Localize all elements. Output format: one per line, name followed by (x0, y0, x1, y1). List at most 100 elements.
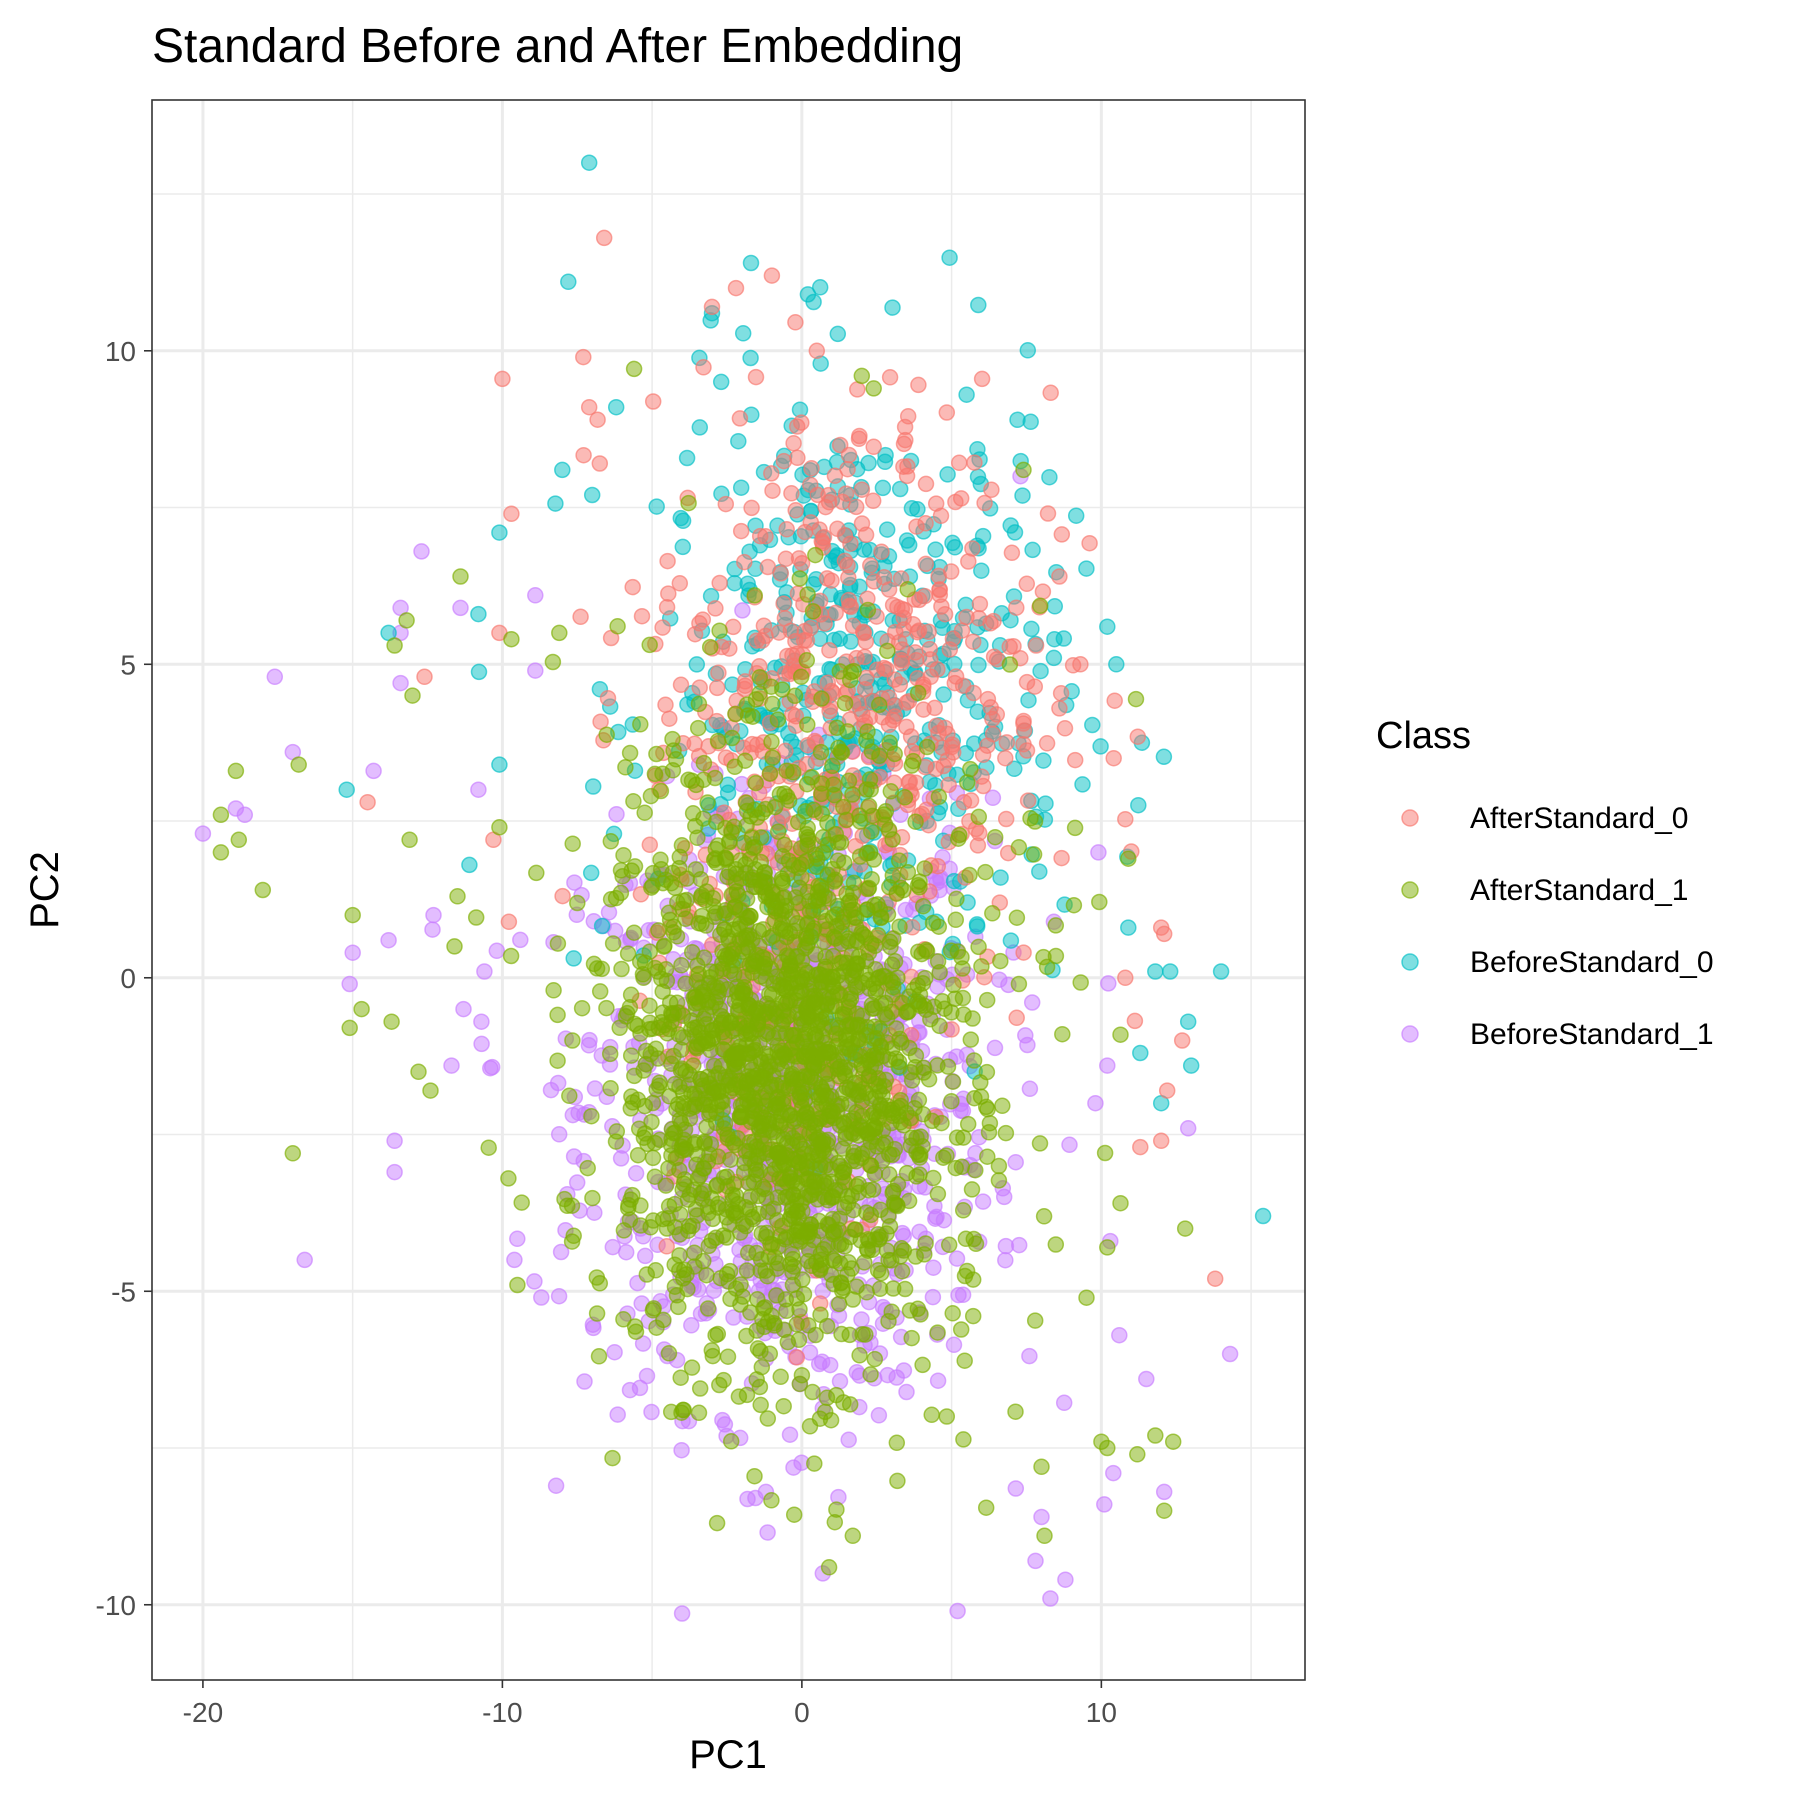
scatter-point (891, 1030, 908, 1048)
scatter-point (785, 1506, 803, 1523)
scatter-point (811, 1110, 828, 1127)
scatter-point (788, 1202, 805, 1220)
scatter-point (898, 718, 915, 736)
scatter-point (660, 585, 677, 602)
scatter-point (1002, 932, 1020, 949)
scatter-point (674, 1401, 692, 1419)
scatter-point (691, 679, 708, 696)
scatter-point (579, 1159, 596, 1177)
scatter-point (722, 1433, 740, 1450)
scatter-point (1034, 583, 1052, 600)
scatter-point (688, 656, 706, 673)
scatter-point (863, 870, 880, 888)
scatter-point (888, 1434, 906, 1452)
scatter-point (703, 298, 721, 316)
scatter-point (668, 1287, 686, 1304)
scatter-point (1051, 700, 1068, 717)
scatter-point (1020, 691, 1037, 709)
scatter-point (933, 739, 951, 756)
scatter-point (699, 1032, 716, 1050)
scatter-point (975, 777, 992, 795)
scatter-point (648, 1081, 665, 1098)
scatter-point (1129, 728, 1147, 745)
scatter-point (930, 788, 948, 806)
scatter-point (903, 1329, 920, 1347)
scatter-point (359, 793, 376, 811)
scatter-point (551, 624, 568, 642)
scatter-point (955, 1129, 972, 1146)
scatter-point (836, 1006, 854, 1023)
scatter-point (699, 1300, 717, 1317)
scatter-point (997, 1251, 1014, 1269)
scatter-point (630, 1120, 648, 1137)
scatter-point (1018, 742, 1036, 759)
scatter-point (922, 668, 939, 686)
scatter-point (933, 598, 950, 615)
scatter-point (939, 466, 956, 483)
x-axis: -20 -10 0 10 (183, 1680, 1117, 1728)
scatter-point (906, 644, 924, 661)
scatter-point (1001, 656, 1019, 673)
scatter-point (844, 1291, 862, 1308)
scatter-point (673, 957, 690, 974)
scatter-point (797, 930, 815, 947)
scatter-point (947, 1159, 964, 1177)
scatter-point (704, 1210, 722, 1228)
scatter-point (638, 1266, 656, 1283)
scatter-point (849, 933, 866, 950)
scatter-point (1254, 1207, 1272, 1225)
scatter-point (1066, 819, 1084, 837)
scatter-point (835, 1163, 852, 1181)
scatter-point (621, 1381, 639, 1399)
scatter-point (790, 1057, 808, 1074)
scatter-point (799, 1152, 816, 1169)
scatter-point (755, 1300, 772, 1317)
scatter-point (680, 494, 697, 512)
scatter-point (601, 1045, 619, 1063)
scatter-point (1130, 796, 1147, 814)
scatter-point (785, 434, 802, 452)
scatter-point (1041, 468, 1058, 486)
scatter-point (665, 924, 682, 941)
scatter-point (1072, 974, 1089, 991)
scatter-point (591, 983, 609, 1000)
scatter-point (1021, 1347, 1038, 1365)
scatter-point (1179, 1013, 1197, 1030)
scatter-point (780, 852, 798, 870)
scatter-point (755, 958, 773, 975)
scatter-point (467, 909, 485, 926)
scatter-point (870, 696, 888, 714)
scatter-point (711, 1000, 729, 1018)
scatter-point (893, 655, 911, 672)
scatter-point (689, 957, 706, 974)
scatter-point (968, 916, 986, 933)
scatter-point (944, 1073, 962, 1090)
scatter-point (776, 836, 793, 854)
scatter-point (691, 419, 709, 436)
scatter-point (1046, 598, 1064, 615)
scatter-point (672, 1369, 689, 1386)
scatter-point (970, 808, 988, 826)
scatter-point (589, 411, 606, 428)
scatter-point (559, 1197, 576, 1215)
scatter-point (549, 935, 567, 952)
scatter-point (565, 950, 582, 967)
scatter-point (764, 749, 781, 766)
scatter-point (899, 581, 916, 598)
scatter-point (768, 1077, 785, 1094)
scatter-point (889, 1472, 906, 1490)
scatter-point (978, 991, 996, 1009)
scatter-point (1111, 1326, 1128, 1344)
scatter-point (588, 1269, 606, 1286)
scatter-point (983, 481, 1000, 499)
scatter-point (775, 452, 793, 470)
scatter-point (707, 1326, 724, 1344)
scatter-point (787, 502, 804, 519)
scatter-point (580, 398, 598, 416)
scatter-point (1015, 461, 1032, 479)
scatter-point (836, 694, 854, 712)
scatter-point (884, 711, 902, 729)
scatter-point (446, 938, 463, 955)
scatter-point (636, 1247, 654, 1265)
scatter-point (861, 844, 879, 862)
